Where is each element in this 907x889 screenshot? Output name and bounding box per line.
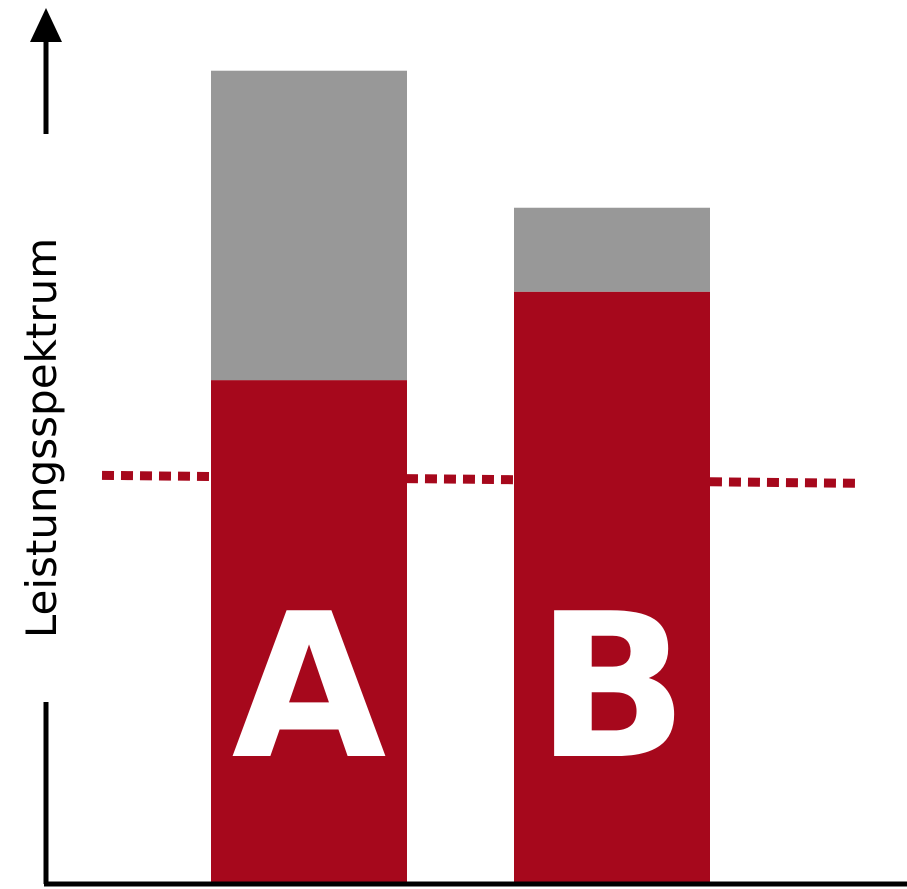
bar-label-A: A bbox=[232, 571, 387, 804]
bar-A-segment-1 bbox=[211, 380, 407, 884]
bar-B-segment-2 bbox=[514, 207, 710, 292]
bar-A-segment-2 bbox=[211, 70, 407, 381]
bar-B-segment-1 bbox=[514, 291, 710, 885]
y-axis-label: Leistungsspektrum bbox=[17, 238, 66, 638]
reference-line bbox=[101, 470, 861, 488]
y-axis-arrow-icon bbox=[30, 8, 62, 42]
bar-label-B: B bbox=[536, 571, 688, 804]
